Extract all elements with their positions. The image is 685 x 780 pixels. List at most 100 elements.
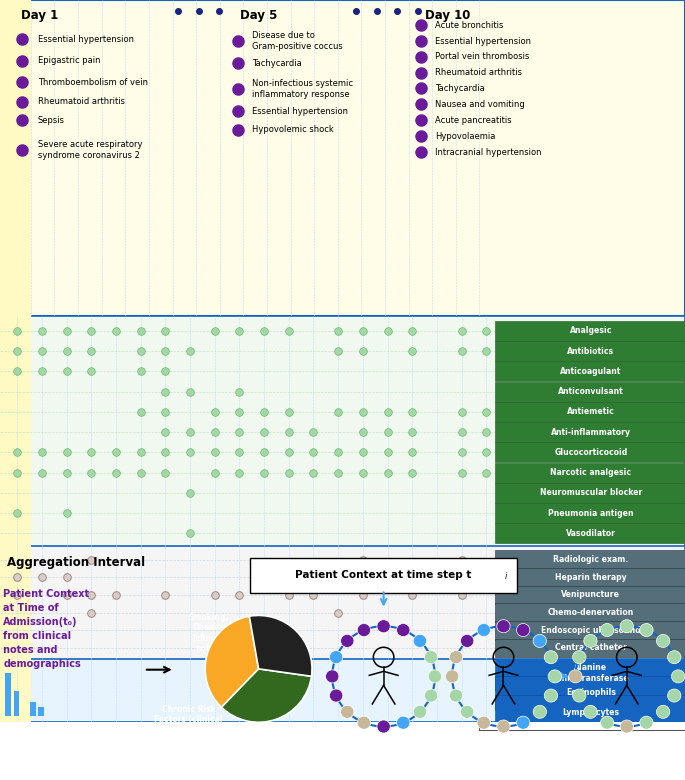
- Bar: [14, 691, 19, 716]
- Text: Essential hypertension: Essential hypertension: [435, 37, 531, 45]
- Text: Age, Race,
Gender,
Ethnicity: Age, Race, Gender, Ethnicity: [227, 651, 273, 681]
- Text: Day 1: Day 1: [21, 9, 58, 23]
- Text: Antiemetic: Antiemetic: [567, 407, 614, 417]
- Text: Chemo-denervation: Chemo-denervation: [548, 608, 634, 617]
- Text: Severe acute respiratory
syndrome coronavirus 2: Severe acute respiratory syndrome corona…: [38, 140, 142, 160]
- Circle shape: [601, 623, 614, 636]
- Text: Patient Context at time step t: Patient Context at time step t: [295, 569, 472, 580]
- Circle shape: [573, 689, 586, 702]
- FancyBboxPatch shape: [0, 0, 685, 316]
- Text: Eosinophils: Eosinophils: [566, 688, 616, 697]
- Circle shape: [516, 623, 530, 636]
- FancyBboxPatch shape: [250, 558, 517, 593]
- Text: Sepsis: Sepsis: [38, 115, 64, 125]
- Circle shape: [656, 634, 670, 647]
- Circle shape: [425, 651, 438, 664]
- FancyBboxPatch shape: [0, 659, 685, 722]
- Text: Anti-inflammatory: Anti-inflammatory: [551, 427, 631, 437]
- FancyBboxPatch shape: [495, 402, 685, 422]
- Text: Heparin therapy: Heparin therapy: [555, 573, 627, 582]
- Text: Essential hypertension: Essential hypertension: [38, 35, 134, 44]
- Circle shape: [358, 716, 371, 729]
- Circle shape: [668, 651, 681, 664]
- Text: Thromboembolism of vein: Thromboembolism of vein: [38, 78, 148, 87]
- Circle shape: [425, 689, 438, 702]
- Circle shape: [449, 689, 462, 702]
- FancyBboxPatch shape: [495, 341, 685, 361]
- Text: Disease due to
Gram-positive coccus: Disease due to Gram-positive coccus: [252, 31, 342, 51]
- Circle shape: [668, 689, 681, 702]
- Circle shape: [533, 705, 547, 718]
- Circle shape: [428, 670, 442, 683]
- FancyBboxPatch shape: [495, 361, 685, 381]
- Circle shape: [445, 670, 459, 683]
- Text: Rheumatoid arthritis: Rheumatoid arthritis: [435, 68, 522, 77]
- Text: Tachycardia: Tachycardia: [435, 84, 485, 93]
- Text: Chronic Risk
Factors (clinical
notes): Chronic Risk Factors (clinical notes): [154, 705, 223, 735]
- Text: Acute pancreatitis: Acute pancreatitis: [435, 115, 512, 125]
- Circle shape: [377, 619, 390, 633]
- Text: Epigastric pain: Epigastric pain: [38, 56, 100, 66]
- FancyBboxPatch shape: [495, 586, 685, 604]
- Text: Glucocorticocoid: Glucocorticocoid: [554, 448, 627, 457]
- Text: i: i: [505, 572, 507, 581]
- Circle shape: [545, 689, 558, 702]
- Text: Aggregation Interval: Aggregation Interval: [7, 556, 145, 569]
- Text: Narcotic analgesic: Narcotic analgesic: [550, 468, 632, 477]
- Text: Nausea and vomiting: Nausea and vomiting: [435, 100, 525, 108]
- Text: Acute bronchitis: Acute bronchitis: [435, 21, 503, 30]
- Text: Smoking,
Obesity
(clinical
notes): Smoking, Obesity (clinical notes): [189, 613, 229, 653]
- Text: Central catheter: Central catheter: [555, 644, 627, 652]
- Text: Non-infectious systemic
inflammatory response: Non-infectious systemic inflammatory res…: [252, 80, 353, 99]
- Text: Endoscopic ultrasound: Endoscopic ultrasound: [541, 626, 640, 635]
- FancyBboxPatch shape: [495, 568, 685, 587]
- Text: Hypovolaemia: Hypovolaemia: [435, 132, 495, 141]
- Text: Anticonvulsant: Anticonvulsant: [558, 387, 623, 396]
- FancyBboxPatch shape: [0, 316, 685, 546]
- Circle shape: [569, 670, 582, 683]
- FancyBboxPatch shape: [495, 523, 685, 544]
- Circle shape: [340, 705, 354, 718]
- Text: Vasodilator: Vasodilator: [566, 529, 616, 538]
- FancyBboxPatch shape: [0, 546, 31, 659]
- FancyBboxPatch shape: [495, 639, 685, 658]
- Circle shape: [584, 634, 597, 647]
- Circle shape: [620, 619, 634, 633]
- Bar: [30, 702, 36, 716]
- Text: Pneumonia antigen: Pneumonia antigen: [548, 509, 634, 518]
- Text: Radiologic exam.: Radiologic exam.: [553, 555, 629, 564]
- FancyBboxPatch shape: [495, 675, 685, 710]
- Text: Essential hypertension: Essential hypertension: [252, 107, 348, 115]
- FancyBboxPatch shape: [495, 603, 685, 622]
- FancyBboxPatch shape: [0, 659, 31, 722]
- Circle shape: [460, 634, 474, 647]
- Text: Neuromuscular blocker: Neuromuscular blocker: [540, 488, 642, 498]
- Text: Venipuncture: Venipuncture: [561, 590, 621, 599]
- Circle shape: [340, 634, 354, 647]
- FancyBboxPatch shape: [495, 551, 685, 569]
- Circle shape: [497, 619, 510, 633]
- Text: Hypovolemic shock: Hypovolemic shock: [252, 125, 334, 134]
- Circle shape: [397, 623, 410, 636]
- FancyBboxPatch shape: [495, 695, 685, 730]
- FancyBboxPatch shape: [495, 442, 685, 463]
- Circle shape: [413, 705, 427, 718]
- Text: Analgesic: Analgesic: [570, 326, 612, 335]
- Circle shape: [548, 670, 562, 683]
- Circle shape: [584, 705, 597, 718]
- Circle shape: [460, 705, 474, 718]
- Circle shape: [329, 689, 342, 702]
- Text: Antibiotics: Antibiotics: [567, 346, 614, 356]
- Wedge shape: [206, 616, 258, 707]
- Circle shape: [545, 651, 558, 664]
- Circle shape: [497, 720, 510, 733]
- Circle shape: [516, 716, 530, 729]
- FancyBboxPatch shape: [495, 422, 685, 442]
- FancyBboxPatch shape: [0, 546, 685, 659]
- Circle shape: [640, 623, 653, 636]
- FancyBboxPatch shape: [495, 621, 685, 640]
- Circle shape: [449, 651, 462, 664]
- FancyBboxPatch shape: [495, 463, 685, 483]
- Text: Day 10: Day 10: [425, 9, 470, 23]
- Text: Lymphocytes: Lymphocytes: [562, 707, 619, 717]
